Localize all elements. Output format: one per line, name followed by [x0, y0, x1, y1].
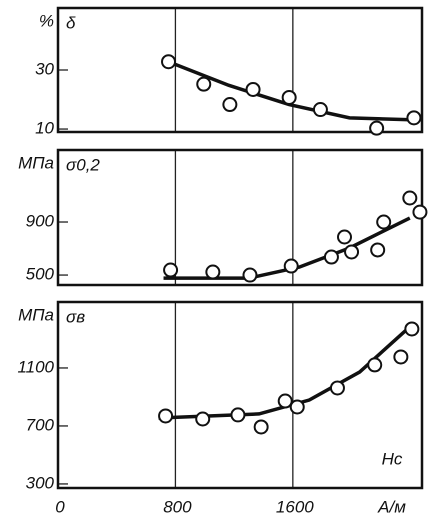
- data-point: [402, 190, 418, 206]
- data-point: [230, 407, 246, 423]
- data-point: [369, 120, 385, 136]
- y-unit-label: МПа: [18, 153, 54, 172]
- data-point: [289, 399, 305, 415]
- data-point: [205, 264, 221, 280]
- data-point: [393, 349, 409, 365]
- panel-title: σв: [66, 307, 85, 326]
- data-point: [281, 89, 297, 105]
- data-point: [161, 54, 177, 70]
- y-tick-label: 700: [26, 415, 55, 434]
- data-point: [367, 357, 383, 373]
- data-point: [329, 380, 345, 396]
- data-point: [337, 229, 353, 245]
- panel-frame: [56, 300, 424, 490]
- panel-title: σ0,2: [66, 155, 100, 174]
- data-point: [245, 81, 261, 97]
- y-tick-label: 10: [35, 119, 54, 138]
- data-point: [404, 321, 420, 337]
- y-tick-label: 900: [26, 211, 55, 230]
- data-point: [277, 393, 293, 409]
- x-tick-label: 1600: [276, 497, 314, 516]
- panel-frame: [56, 6, 424, 134]
- data-point: [196, 76, 212, 92]
- y-tick-label: 500: [26, 265, 55, 284]
- y-tick-label: 30: [35, 59, 54, 78]
- data-point: [195, 411, 211, 427]
- data-point: [222, 97, 238, 113]
- data-point: [253, 419, 269, 435]
- data-point: [370, 242, 386, 258]
- data-point: [242, 267, 258, 283]
- x-tick-label: 0: [55, 497, 65, 516]
- annotation: Hc: [382, 449, 403, 468]
- data-point: [344, 244, 360, 260]
- data-point: [323, 249, 339, 265]
- fit-curve: [163, 216, 411, 280]
- fit-curve: [158, 323, 414, 420]
- y-tick-label: 300: [26, 473, 55, 492]
- panel-frame: [56, 148, 424, 287]
- data-point: [158, 408, 174, 424]
- x-axis-label: А/м: [377, 497, 406, 516]
- y-unit-label: МПа: [18, 305, 54, 324]
- data-point: [163, 262, 179, 278]
- y-unit-label: %: [39, 11, 54, 30]
- x-tick-label: 800: [163, 497, 192, 516]
- data-point: [406, 110, 422, 126]
- data-point: [283, 258, 299, 274]
- data-point: [312, 102, 328, 118]
- y-tick-label: 1100: [17, 357, 54, 376]
- panel-title: δ: [66, 13, 76, 32]
- data-point: [376, 214, 392, 230]
- data-point: [412, 204, 428, 220]
